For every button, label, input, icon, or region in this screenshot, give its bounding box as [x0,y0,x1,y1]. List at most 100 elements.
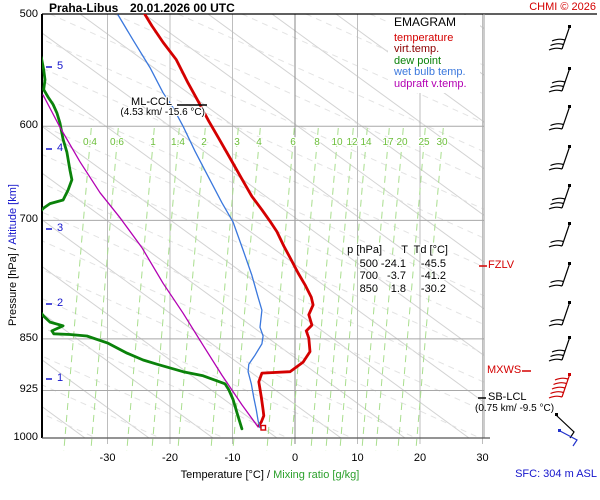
wind-barb-stroke [550,43,564,47]
moist-adiabat [42,326,289,438]
dry-adiabat [207,14,484,217]
mixing-ratio-line [325,127,354,452]
pressure-axis-title: Pressure [hPa] [7,253,19,326]
sounding-datetime: 20.01.2026 00 UTC [130,1,235,15]
dry-adiabat [79,14,484,310]
wind-barb-dot [568,184,571,187]
table-header: p [hPa] T Td [°C] [342,244,448,257]
wind-barb-stroke [559,430,578,447]
wind-barb-stroke [550,280,564,284]
altitude-tick-label: 1 [57,372,64,384]
mixing-ratio-line [266,127,295,452]
mixing-ratio-value-label: 12 [346,137,358,148]
mixing-ratio-value-label: 17 [382,137,394,148]
sblcl-detail: (0.75 km/ -9.5 °C) [475,403,555,414]
wind-barb [548,145,571,171]
wind-barb-stroke [554,377,569,381]
wind-barb-stroke [561,106,571,130]
table-cell: 1.8 [390,282,406,295]
wind-barb-stroke [561,68,571,92]
wind-barb-stroke [561,146,571,170]
wind-barb-dot [568,222,571,225]
moist-adiabat [42,297,353,438]
wind-barb-stroke [548,167,563,171]
temperature-tick-label: -30 [99,452,116,464]
altitude-tick-label: 5 [57,60,64,72]
pressure-tick-label: 600 [19,119,38,132]
pressure-tick-label: 850 [19,331,38,344]
wind-barb-stroke [548,206,563,210]
wind-barb-stroke [561,337,571,361]
legend-title: EMAGRAM [394,15,457,29]
wind-barb-dot [568,25,571,28]
wind-barb-stroke [548,358,563,362]
wind-barb-stroke [561,223,571,247]
y-axis-title: Pressure [hPa] / Altitude [km] [7,105,21,405]
wind-barb [548,222,571,248]
mixing-ratio-value-label: 3 [234,137,240,148]
altitude-tick-label: 4 [57,142,64,154]
mixing-ratio-line [151,127,180,452]
wind-barb-dot [555,413,558,416]
temperature-tick-label: 20 [413,452,427,464]
wind-barb-dot [568,145,571,148]
wind-barb-stroke [550,123,564,127]
pressure-temperature-grid [42,14,484,444]
dry-adiabat [42,32,484,357]
moist-adiabat [42,240,481,438]
temperature-curve [143,14,315,431]
surface-elevation-label: SFC: 304 m ASL [515,468,597,480]
wind-barb-dot [568,373,571,376]
mxws-label: MXWS [487,364,522,376]
wind-barb-stroke [550,391,564,395]
pressure-tick-label: 500 [19,8,38,20]
dry-adiabat [42,79,484,403]
wind-barb [558,429,578,447]
temperature-tick-label: -20 [162,452,178,464]
mixing-ratio-line [90,127,119,452]
table-cell: -41.2 [420,270,446,282]
chart-legend: EMAGRAM temperature virt.temp. dew point we… [388,15,480,93]
wind-barb [548,184,571,210]
mixing-ratio-value-label: 0.6 [110,137,124,148]
table-row: 850 1.8 -30.2 [342,283,448,296]
wind-barb-dot [568,105,571,108]
mixing-ratio-line [63,127,92,452]
wet-bulb-temp--curve [117,14,264,429]
wind-barb-stroke [561,263,571,287]
mixing-ratio-value-label: 2 [201,137,207,148]
wind-barb-stroke [548,47,563,51]
dry-adiabat [42,312,214,438]
mixing-ratio-line [310,127,339,452]
level-markers [177,104,531,431]
moist-adiabat [42,384,161,438]
wind-barb [548,105,571,131]
table-header-dewpoint: Td [°C] [413,244,448,256]
wind-barb [548,262,571,288]
altitude-tick-label: 2 [57,297,64,309]
dry-adiabat [42,359,150,438]
moist-adiabat [42,182,484,383]
legend-items: temperature virt.temp. dew point wet bulb t… [394,31,480,91]
wind-barb-stroke [551,386,566,390]
legend-item-udpraft-v-temp-: udpraft v.temp. [394,77,467,90]
dew-point-curve [42,311,244,431]
wind-barb-stroke [561,185,571,209]
wind-barb-stroke [550,319,564,323]
legend-item-temperature: temperature [394,31,454,44]
station-name: Praha-Libus [49,1,119,15]
wind-barb-dot [568,336,571,339]
mixing-ratio-line [375,127,404,452]
wind-barb-stroke [555,414,575,439]
wind-barb-dot [568,262,571,265]
axis-title-separator: / [7,244,19,254]
wind-barb-dot [558,429,561,432]
table-cell: 500 [359,257,378,270]
wind-barb [548,336,571,362]
mixing-ratio-value-label: 4 [256,137,262,148]
wind-barb-stroke [561,374,571,398]
altitude-axis-title: Altitude [km] [7,184,19,245]
wind-barb-stroke [551,197,566,201]
